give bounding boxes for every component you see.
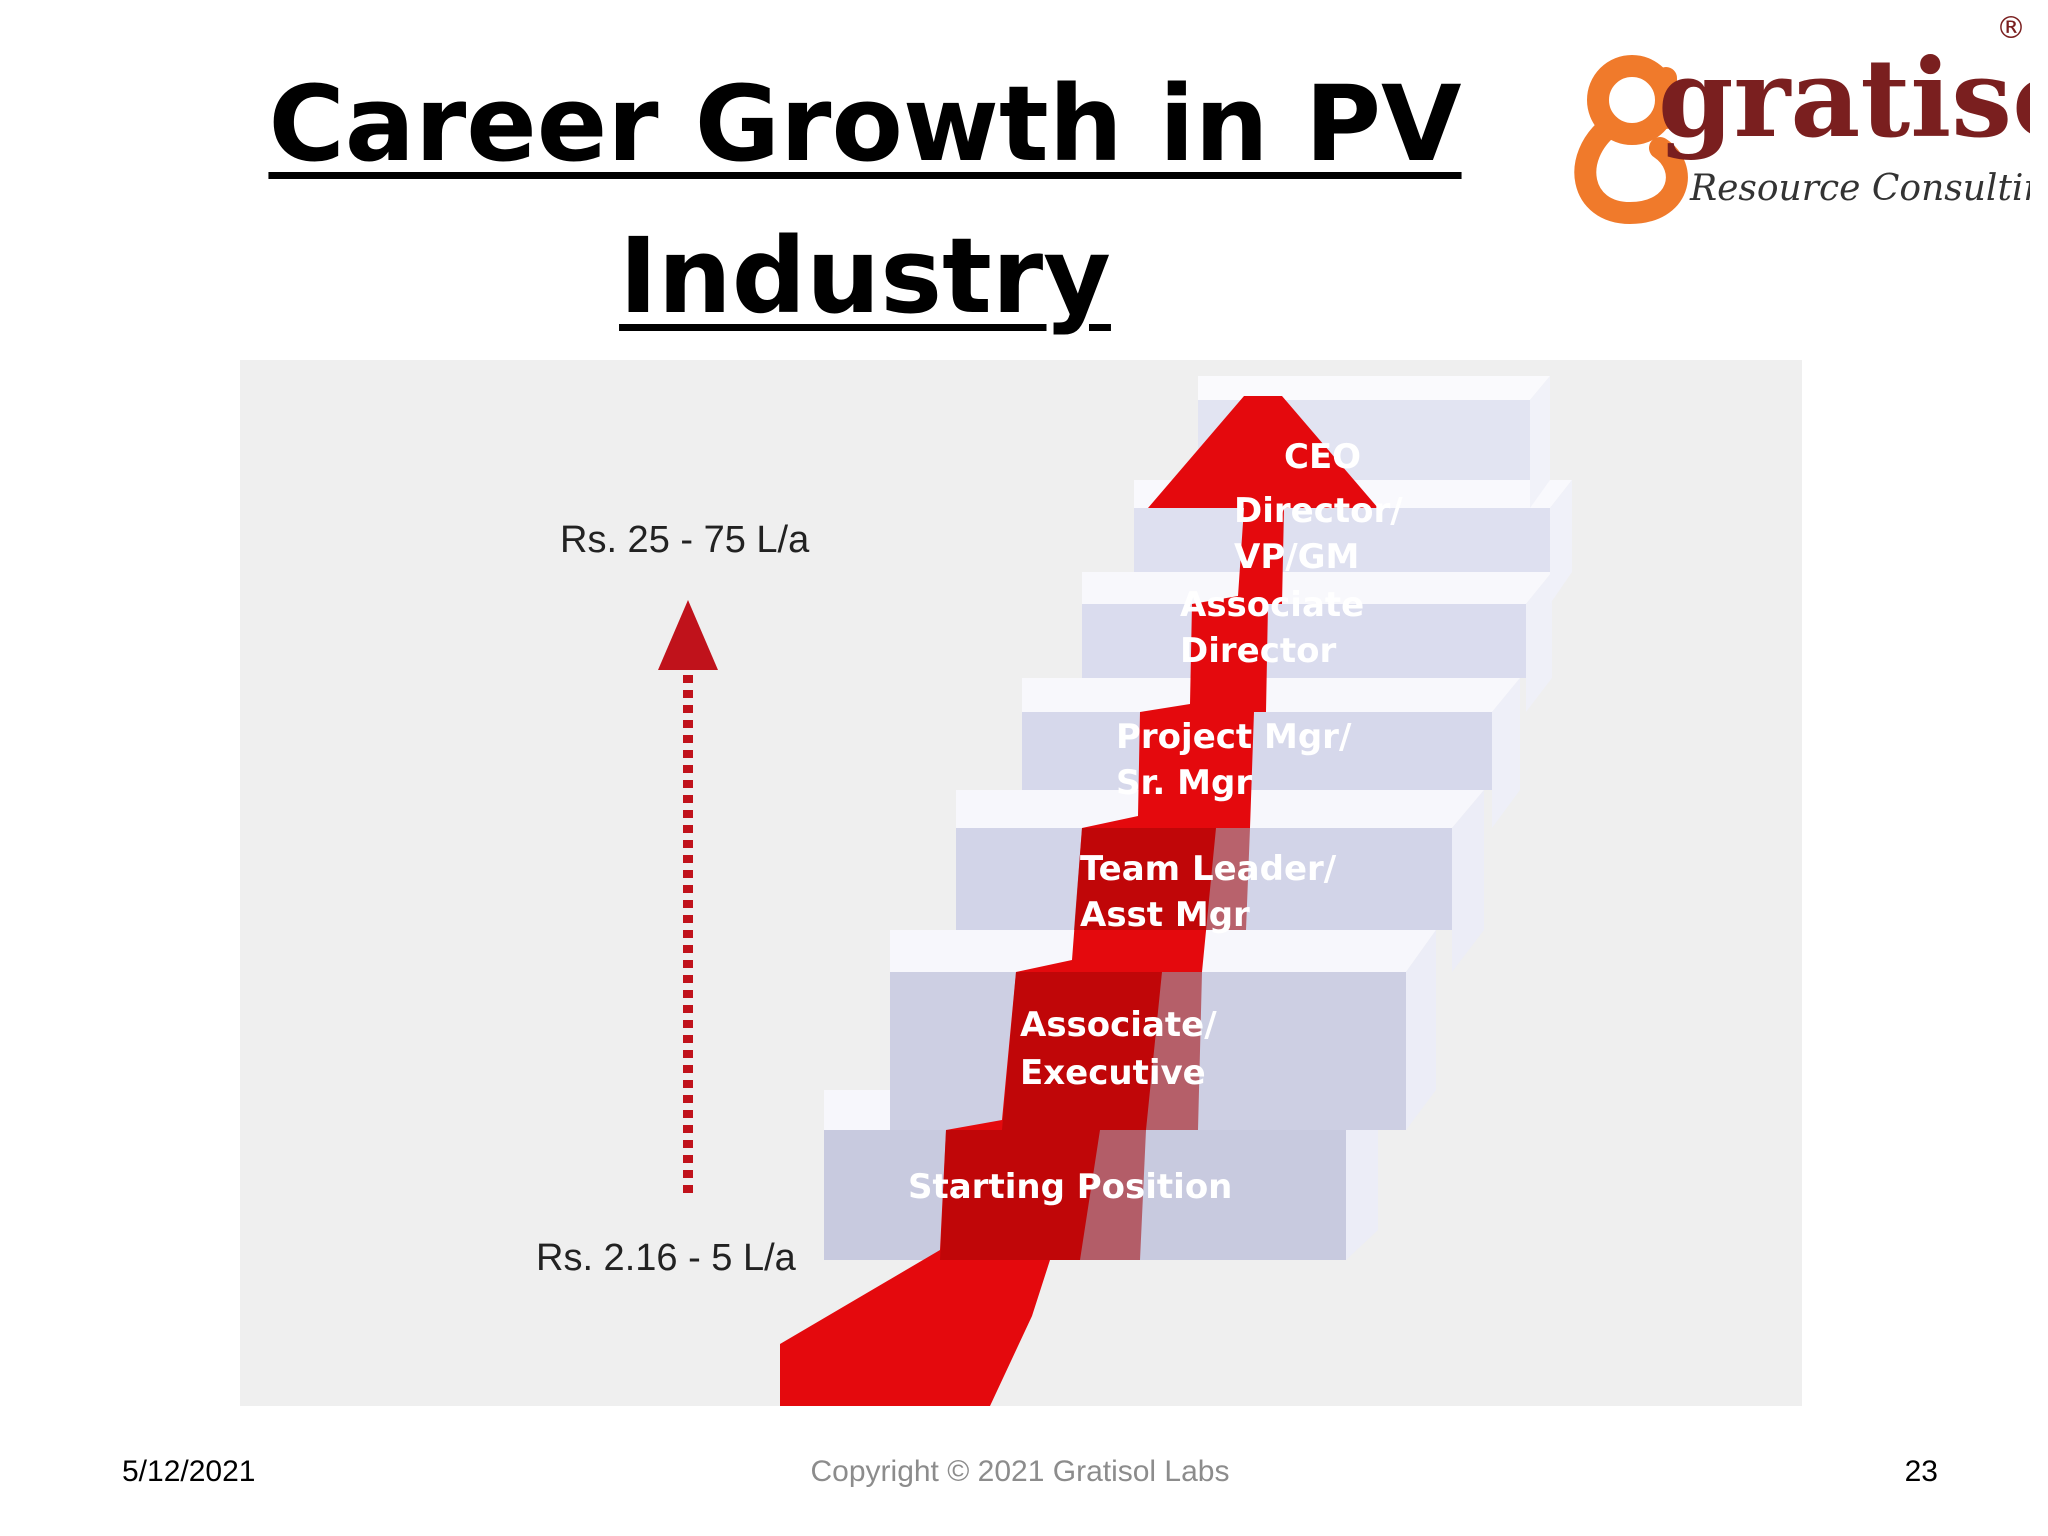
level-associate-line-1: Associate/ bbox=[1020, 1005, 1217, 1045]
level-team-leader-line-1: Team Leader/ bbox=[1080, 849, 1337, 889]
logo-registered-mark: ® bbox=[1996, 11, 2026, 46]
level-team-leader-line-2: Asst Mgr bbox=[1080, 895, 1250, 935]
slide-date: 5/12/2021 bbox=[122, 1455, 256, 1488]
level-project-mgr-line-1: Project Mgr/ bbox=[1116, 717, 1352, 757]
career-levels: Starting Position Associate/ Executive T… bbox=[908, 437, 1403, 1207]
level-director-line-1: Director/ bbox=[1234, 491, 1403, 531]
level-ceo: CEO bbox=[1284, 437, 1361, 477]
salary-range-bottom: Rs. 2.16 - 5 L/a bbox=[536, 1237, 797, 1279]
slide-title: Career Growth in PV Industry bbox=[160, 48, 1570, 352]
stair-step bbox=[1022, 678, 1520, 828]
slide-title-line-1: Career Growth in PV bbox=[268, 63, 1462, 185]
career-staircase-diagram: Rs. 25 - 75 L/a Rs. 2.16 - 5 L/a Startin… bbox=[240, 360, 1802, 1406]
logo-g-mark-icon bbox=[1574, 55, 1688, 225]
logo-wordmark: gratisol bbox=[1658, 36, 2030, 162]
level-starting-position: Starting Position bbox=[908, 1167, 1232, 1207]
salary-range-arrow bbox=[658, 600, 718, 1196]
slide-title-line-2: Industry bbox=[619, 215, 1111, 337]
red-carpet-riser-shading bbox=[940, 828, 1250, 1260]
level-associate-line-2: Executive bbox=[1020, 1053, 1206, 1093]
level-associate-director-line-1: Associate bbox=[1180, 585, 1364, 625]
page-number: 23 bbox=[1904, 1455, 1938, 1488]
level-project-mgr-line-2: Sr. Mgr bbox=[1116, 763, 1252, 803]
level-director-line-2: VP/GM bbox=[1234, 537, 1359, 577]
gratisol-logo: gratisol ® Resource Consulting bbox=[1574, 11, 2030, 225]
level-associate-director-line-2: Director bbox=[1180, 631, 1336, 671]
copyright-notice: Copyright © 2021 Gratisol Labs bbox=[810, 1455, 1230, 1488]
arrow-up-icon bbox=[658, 600, 718, 670]
salary-range-top: Rs. 25 - 75 L/a bbox=[560, 519, 810, 561]
logo-tagline: Resource Consulting bbox=[1689, 168, 2030, 209]
stair-step bbox=[1082, 572, 1552, 712]
